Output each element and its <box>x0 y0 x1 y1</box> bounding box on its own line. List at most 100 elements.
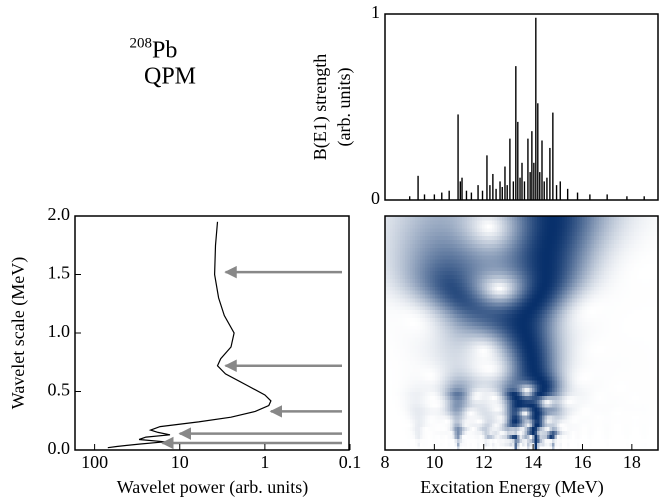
heatmap-cell <box>601 442 605 447</box>
heatmap-cell <box>636 426 640 432</box>
heatmap-cell <box>599 297 603 303</box>
heatmap-cell <box>462 414 466 420</box>
heatmap-cell <box>517 430 521 435</box>
heatmap-cell <box>414 290 418 295</box>
heatmap-cell <box>639 403 643 408</box>
heatmap-cell <box>449 372 453 377</box>
heatmap-cell <box>534 336 538 342</box>
heatmap-cell <box>596 399 600 404</box>
heatmap-cell <box>559 414 563 420</box>
heatmap-cell <box>482 407 486 412</box>
heatmap-cell <box>564 309 568 315</box>
heatmap-cell <box>412 297 416 303</box>
heatmap-cell <box>509 383 513 389</box>
heatmap-cell <box>576 395 580 400</box>
heatmap-cell <box>504 274 508 279</box>
heatmap-cell <box>502 368 506 373</box>
heatmap-cell <box>489 278 493 283</box>
heatmap-cell <box>449 309 453 315</box>
heatmap-cell <box>601 418 605 424</box>
heatmap-cell <box>606 418 610 424</box>
heatmap-cell <box>604 418 608 424</box>
heatmap-cell <box>591 414 595 420</box>
heatmap-cell <box>586 325 590 330</box>
heatmap-cell <box>479 387 483 393</box>
heatmap-cell <box>626 438 630 443</box>
heatmap-cell <box>397 274 401 279</box>
heatmap-cell <box>417 301 421 307</box>
heatmap-cell <box>385 305 389 311</box>
heatmap-cell <box>492 278 496 283</box>
heatmap-cell <box>442 418 446 424</box>
heatmap-cell <box>649 438 653 443</box>
heatmap-cell <box>512 317 516 322</box>
heatmap-cell <box>576 317 580 322</box>
heatmap-cell <box>539 340 543 346</box>
heatmap-cell <box>534 301 538 307</box>
heatmap-cell <box>462 286 466 291</box>
heatmap-cell <box>487 387 491 393</box>
heatmap-cell <box>569 430 573 435</box>
heatmap-cell <box>601 395 605 400</box>
heatmap-cell <box>599 383 603 389</box>
heatmap-cell <box>449 317 453 322</box>
heatmap-cell <box>566 375 570 381</box>
heatmap-cell <box>636 348 640 354</box>
heatmap-cell <box>439 286 443 291</box>
heatmap-cell <box>571 372 575 377</box>
heatmap-cell <box>487 344 491 350</box>
heatmap-cell <box>479 305 483 311</box>
heatmap-cell <box>561 430 565 435</box>
heatmap-cell <box>412 368 416 373</box>
heatmap-cell <box>599 329 603 334</box>
heatmap-cell <box>479 313 483 318</box>
heatmap-cell <box>477 325 481 330</box>
heatmap-cell <box>454 297 458 303</box>
heatmap-cell <box>472 274 476 279</box>
heatmap-cell <box>497 309 501 315</box>
heatmap-cell <box>437 297 441 303</box>
heatmap-cell <box>564 391 568 396</box>
heatmap-cell <box>512 403 516 408</box>
heatmap-cell <box>464 309 468 315</box>
heatmap-cell <box>387 418 391 424</box>
heatmap-cell <box>412 414 416 420</box>
heatmap-cell <box>404 372 409 377</box>
heatmap-cell <box>524 325 528 330</box>
heatmap-cell <box>514 321 518 326</box>
heatmap-cell <box>596 414 600 420</box>
heatmap-cell <box>651 340 655 346</box>
heatmap-cell <box>412 313 416 318</box>
heatmap-cell <box>385 340 389 346</box>
heatmap-cell <box>469 375 473 381</box>
heatmap-cell <box>385 352 389 357</box>
heatmap-cell <box>484 434 488 439</box>
heatmap-cell <box>459 356 463 361</box>
heatmap-cell <box>531 372 536 377</box>
heatmap-cell <box>549 387 553 393</box>
heatmap-cell <box>419 278 423 283</box>
heatmap-cell <box>482 301 486 307</box>
heatmap-cell <box>634 399 638 404</box>
heatmap-cell <box>561 286 565 291</box>
heatmap-cell <box>507 336 511 342</box>
heatmap-cell <box>626 399 630 404</box>
heatmap-cell <box>529 317 533 322</box>
heatmap-cell <box>519 446 523 450</box>
heatmap-cell <box>646 274 650 279</box>
heatmap-cell <box>484 286 488 291</box>
heatmap-cell <box>566 329 570 334</box>
heatmap-cell <box>594 344 598 350</box>
heatmap-cell <box>629 278 633 283</box>
heatmap-cell <box>569 387 573 393</box>
heatmap-cell <box>526 305 531 311</box>
heatmap-cell <box>531 399 536 404</box>
heatmap-cell <box>514 375 518 381</box>
heatmap-cell <box>526 411 531 416</box>
heatmap-cell <box>399 426 404 432</box>
heatmap-cell <box>594 297 598 303</box>
heatmap-cell <box>402 375 406 381</box>
heatmap-cell <box>444 372 448 377</box>
heatmap-cell <box>549 360 553 365</box>
